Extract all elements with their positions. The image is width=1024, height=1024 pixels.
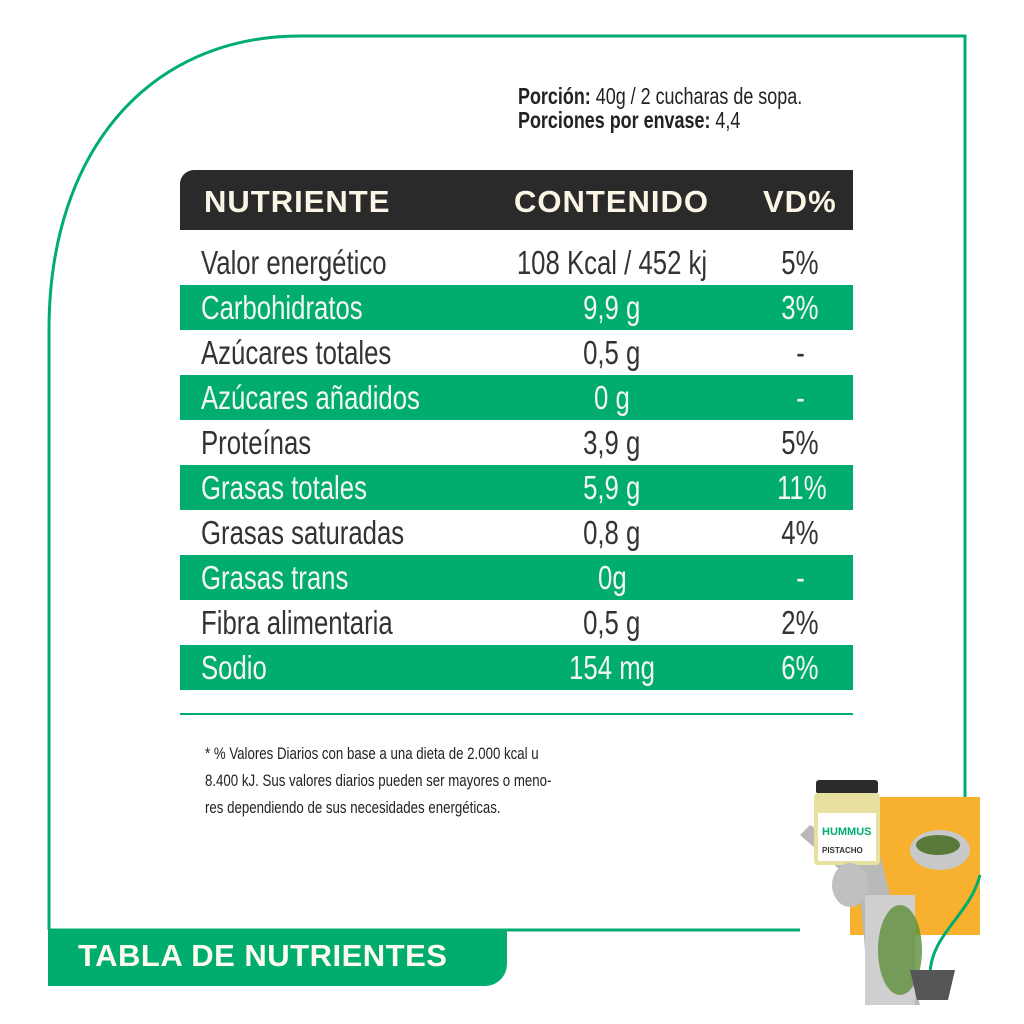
cell-text: 154 mg — [569, 649, 655, 686]
table-row: Azúcares totales 0,5 g - — [180, 330, 853, 375]
nutrient-dv: - — [770, 375, 830, 420]
jar-label-flavor: PISTACHO — [822, 846, 863, 855]
cell-text: Grasas saturadas — [201, 514, 405, 551]
nutrient-dv: 5% — [770, 240, 830, 285]
nutrient-content: 0g — [462, 555, 762, 600]
nutrient-name: Proteínas — [201, 420, 456, 465]
nutrient-name: Grasas saturadas — [201, 510, 456, 555]
divider — [180, 713, 853, 715]
nutrient-name: Grasas totales — [201, 465, 456, 510]
cell-text: Grasas totales — [201, 469, 367, 506]
nutrient-dv: 4% — [770, 510, 830, 555]
cell-text: 9,9 g — [583, 289, 641, 326]
nutrient-name: Grasas trans — [201, 555, 456, 600]
table-row: Valor energético 108 Kcal / 452 kj 5% — [180, 240, 853, 285]
nutrient-content: 0,5 g — [462, 600, 762, 645]
table-row: Grasas trans 0g - — [180, 555, 853, 600]
per-container-label: Porciones por envase: — [518, 107, 711, 133]
cell-text: Proteínas — [201, 424, 312, 461]
cell-text: 0,5 g — [583, 334, 641, 371]
cell-text: 3,9 g — [583, 424, 641, 461]
cell-text: 108 Kcal / 452 kj — [516, 244, 708, 281]
nutrient-name: Azúcares añadidos — [201, 375, 456, 420]
cell-text: - — [795, 334, 805, 371]
table-header: NUTRIENTE CONTENIDO VD% — [180, 170, 853, 230]
cell-text: Valor energético — [201, 244, 387, 281]
cell-text: 11% — [776, 469, 827, 506]
cell-text: 0,5 g — [583, 604, 641, 641]
cell-text: 5,9 g — [583, 469, 641, 506]
portion-label: Porción: — [518, 83, 591, 109]
nutrient-dv: 3% — [770, 285, 830, 330]
nutrient-dv: - — [770, 555, 830, 600]
table-row: Proteínas 3,9 g 5% — [180, 420, 853, 465]
nutrient-content: 3,9 g — [462, 420, 762, 465]
serving-info: Porción: 40g / 2 cucharas de sopa. Porci… — [518, 84, 882, 132]
nutrient-content: 0,8 g — [462, 510, 762, 555]
per-container-value: 4,4 — [715, 107, 741, 133]
table-row: Azúcares añadidos 0 g - — [180, 375, 853, 420]
cell-text: 5% — [781, 244, 819, 281]
cell-text: 0 g — [594, 379, 630, 416]
nutrient-content: 5,9 g — [462, 465, 762, 510]
table-row: Sodio 154 mg 6% — [180, 645, 853, 690]
header-dv: VD% — [763, 184, 837, 219]
footnote-line: 8.400 kJ. Sus valores diarios pueden ser… — [205, 771, 552, 790]
footnote: * % Valores Diarios con base a una dieta… — [205, 740, 765, 821]
footnote-line: res dependiendo de sus necesidades energ… — [205, 798, 501, 817]
portion-value: 40g / 2 cucharas de sopa. — [595, 83, 803, 109]
nutrient-dv: - — [770, 330, 830, 375]
cell-text: Sodio — [201, 649, 267, 686]
cell-text: - — [795, 379, 805, 416]
nutrient-dv: 6% — [770, 645, 830, 690]
nutrient-name: Carbohidratos — [201, 285, 456, 330]
nutrient-name: Sodio — [201, 645, 456, 690]
nutrient-dv: 11% — [770, 465, 830, 510]
cell-text: Carbohidratos — [201, 289, 363, 326]
nutrient-content: 154 mg — [462, 645, 762, 690]
table-row: Grasas saturadas 0,8 g 4% — [180, 510, 853, 555]
nutrient-dv: 2% — [770, 600, 830, 645]
footnote-line: * % Valores Diarios con base a una dieta… — [205, 744, 539, 763]
nutrient-content: 108 Kcal / 452 kj — [462, 240, 762, 285]
cell-text: - — [795, 559, 805, 596]
cell-text: 2% — [781, 604, 819, 641]
cell-text: Fibra alimentaria — [201, 604, 393, 641]
cell-text: Azúcares añadidos — [201, 379, 420, 416]
table-row: Fibra alimentaria 0,5 g 2% — [180, 600, 853, 645]
cell-text: 3% — [781, 289, 819, 326]
cell-text: 5% — [781, 424, 819, 461]
nutrient-dv: 5% — [770, 420, 830, 465]
cell-text: 6% — [781, 649, 819, 686]
nutrient-content: 0 g — [462, 375, 762, 420]
nutrient-content: 9,9 g — [462, 285, 762, 330]
cell-text: Azúcares totales — [201, 334, 392, 371]
cell-text: 0,8 g — [583, 514, 641, 551]
header-content: CONTENIDO — [514, 184, 709, 219]
nutrient-content: 0,5 g — [462, 330, 762, 375]
jar-label: HUMMUS — [822, 826, 872, 838]
cell-text: 0g — [597, 559, 627, 596]
product-illustration: HUMMUS PISTACHO — [800, 780, 982, 1005]
cell-text: Grasas trans — [201, 559, 349, 596]
cell-text: 4% — [781, 514, 819, 551]
nutrient-name: Fibra alimentaria — [201, 600, 456, 645]
table-row: Grasas totales 5,9 g 11% — [180, 465, 853, 510]
nutrient-name: Azúcares totales — [201, 330, 456, 375]
header-nutrient: NUTRIENTE — [204, 184, 391, 219]
title-banner: TABLA DE NUTRIENTES — [48, 929, 507, 986]
table-row: Carbohidratos 9,9 g 3% — [180, 285, 853, 330]
nutrient-name: Valor energético — [201, 240, 456, 285]
